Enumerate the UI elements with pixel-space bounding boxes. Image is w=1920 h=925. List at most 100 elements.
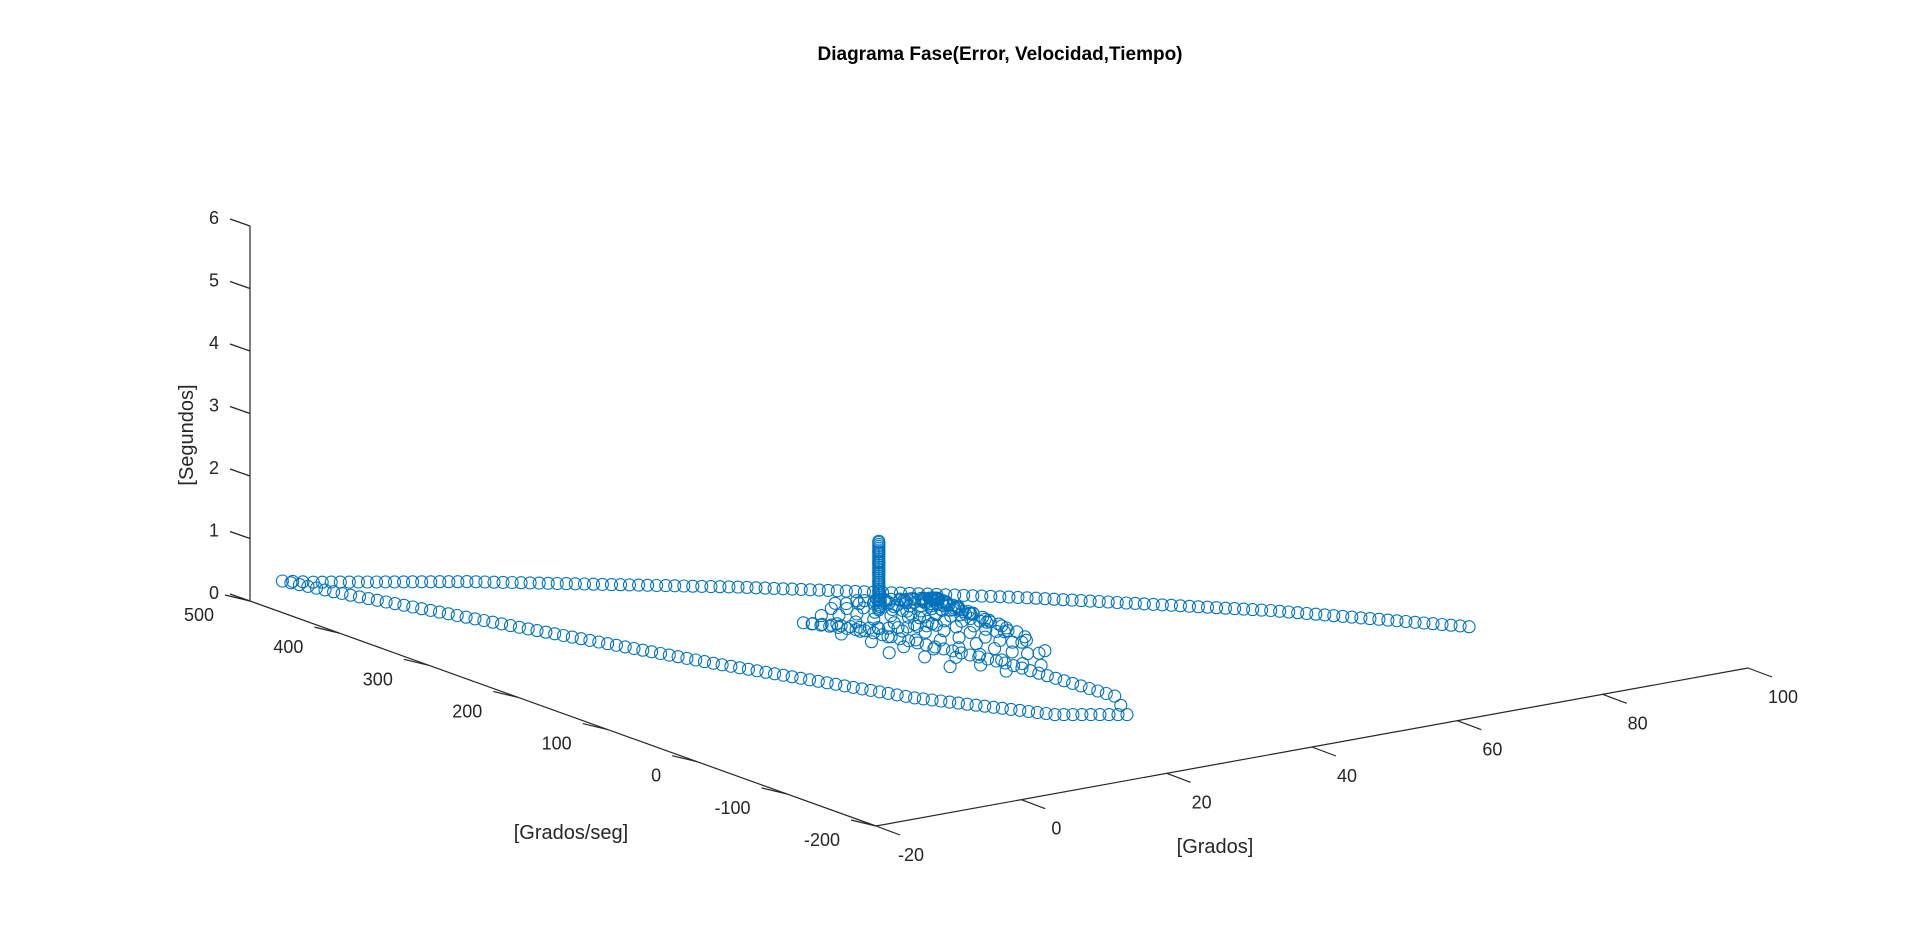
data-point <box>565 630 579 644</box>
data-point <box>595 577 609 591</box>
data-point <box>496 575 510 589</box>
data-point <box>949 650 963 664</box>
data-point <box>815 617 829 631</box>
data-point <box>645 645 659 659</box>
data-point <box>890 688 904 702</box>
data-point <box>849 615 863 629</box>
data-point <box>441 607 455 621</box>
data-point <box>360 575 374 589</box>
data-point <box>758 581 772 595</box>
data-point <box>1173 599 1187 613</box>
data-point <box>974 658 988 672</box>
data-point <box>925 617 939 631</box>
data-point <box>914 599 928 613</box>
y-tick-label: -100 <box>715 798 751 818</box>
x-tick-mark <box>1166 772 1191 783</box>
data-point <box>908 691 922 705</box>
data-point <box>895 624 909 638</box>
data-point <box>952 630 966 645</box>
data-point <box>750 664 764 678</box>
data-point <box>559 577 573 591</box>
data-point <box>891 621 905 635</box>
data-point <box>955 614 969 628</box>
data-point <box>1209 601 1224 615</box>
data-point <box>838 679 852 693</box>
data-point <box>749 581 763 595</box>
data-point <box>468 612 482 626</box>
data-point <box>424 575 438 589</box>
data-point <box>505 575 519 590</box>
data-point <box>1453 619 1467 633</box>
data-point <box>495 617 509 631</box>
data-point <box>1273 604 1287 618</box>
data-point <box>592 635 606 649</box>
data-point <box>1005 645 1019 659</box>
data-point <box>713 580 727 594</box>
data-point <box>945 644 960 658</box>
data-point <box>397 575 411 589</box>
y-tick-label: 500 <box>184 605 214 625</box>
data-point <box>943 695 957 709</box>
data-point <box>503 619 518 633</box>
data-point <box>855 682 869 696</box>
data-point <box>1056 593 1070 607</box>
y-tick-mark <box>493 690 519 699</box>
y-tick-mark <box>672 755 698 763</box>
data-point <box>622 578 637 592</box>
data-point <box>627 641 641 656</box>
data-point <box>1032 666 1046 680</box>
data-point <box>677 579 691 593</box>
data-point <box>530 624 544 638</box>
data-point <box>899 689 913 703</box>
data-point <box>309 581 324 595</box>
data-point <box>897 640 911 654</box>
data-point <box>1191 600 1205 614</box>
data-point <box>1023 664 1037 678</box>
data-point <box>962 606 977 620</box>
data-point <box>829 677 843 691</box>
data-point <box>820 676 834 690</box>
data-point <box>369 575 384 589</box>
data-point <box>532 576 546 590</box>
data-point <box>521 622 535 636</box>
data-point <box>794 582 808 596</box>
data-point <box>1164 598 1178 612</box>
data-point <box>722 580 736 594</box>
data-point <box>1021 647 1035 661</box>
data-point <box>301 579 315 593</box>
data-point <box>1462 620 1476 634</box>
data-point <box>768 667 782 681</box>
chart-title: Diagrama Fase(Error, Velocidad,Tiempo) <box>818 44 1183 65</box>
data-point <box>873 685 887 699</box>
z-tick-label: 6 <box>209 208 219 228</box>
data-point <box>986 700 1001 714</box>
data-point <box>990 624 1004 638</box>
data-point <box>1066 676 1080 690</box>
data-point <box>1020 591 1034 605</box>
data-point <box>943 660 957 674</box>
data-point <box>814 618 828 632</box>
data-point <box>1091 684 1105 698</box>
data-point <box>978 699 992 713</box>
data-point <box>983 615 997 629</box>
data-point <box>1146 597 1160 611</box>
data-point <box>796 616 810 630</box>
data-point <box>811 674 825 688</box>
data-point <box>1246 603 1260 617</box>
data-point <box>715 658 729 672</box>
data-point <box>901 610 916 624</box>
data-point <box>978 630 992 644</box>
data-point <box>541 576 555 590</box>
data-point <box>951 696 965 710</box>
data-point <box>618 640 632 654</box>
data-point <box>864 683 878 697</box>
data-point <box>706 656 720 670</box>
y-tick-mark <box>582 722 608 731</box>
data-point <box>1066 708 1080 722</box>
data-point <box>934 694 948 708</box>
data-point <box>1038 592 1052 606</box>
data-point <box>871 620 885 635</box>
data-point <box>415 602 429 616</box>
data-point <box>724 659 738 673</box>
data-point <box>286 574 300 588</box>
